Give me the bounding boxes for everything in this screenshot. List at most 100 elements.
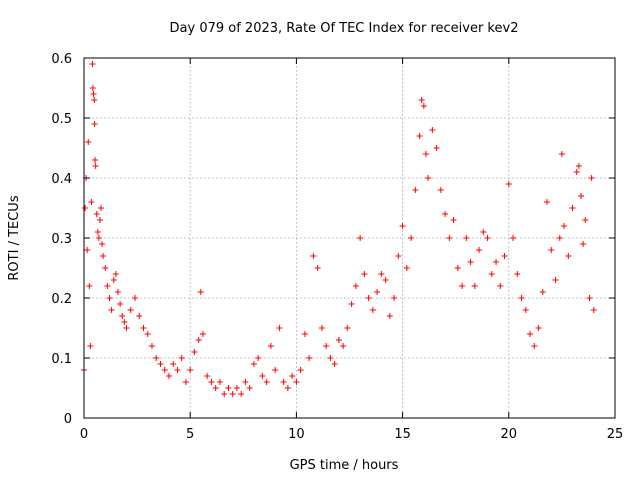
axis-ticks <box>83 57 616 419</box>
data-point <box>578 193 585 199</box>
data-point <box>340 343 347 349</box>
data-point <box>225 385 232 391</box>
data-point <box>92 163 99 169</box>
y-tick-label: 0.2 <box>51 292 72 307</box>
data-point <box>123 325 130 331</box>
y-axis-label: ROTI / TECUs <box>7 195 22 280</box>
data-point <box>437 187 444 193</box>
data-point <box>85 139 92 145</box>
data-point <box>378 271 385 277</box>
data-point <box>514 271 521 277</box>
data-point <box>306 355 313 361</box>
x-tick-label: 10 <box>288 427 305 442</box>
data-point <box>140 325 147 331</box>
data-point <box>327 355 334 361</box>
data-point <box>501 253 508 259</box>
data-point <box>403 265 410 271</box>
x-tick-label: 15 <box>394 427 411 442</box>
data-point <box>119 313 126 319</box>
data-point <box>365 295 372 301</box>
data-point <box>310 253 317 259</box>
data-point <box>527 331 534 337</box>
data-point <box>255 355 262 361</box>
data-point <box>276 325 283 331</box>
data-point <box>86 283 93 289</box>
data-point <box>144 331 151 337</box>
data-point <box>552 277 559 283</box>
data-point <box>82 205 89 211</box>
data-point <box>586 295 593 301</box>
data-point <box>391 295 398 301</box>
data-point <box>454 265 461 271</box>
data-point <box>93 211 100 217</box>
data-point <box>352 283 359 289</box>
data-point <box>238 391 245 397</box>
data-point <box>446 235 453 241</box>
data-point <box>191 349 198 355</box>
data-point <box>374 289 381 295</box>
y-tick-label: 0.6 <box>51 52 72 67</box>
data-point <box>335 337 342 343</box>
data-point <box>121 319 128 325</box>
data-point <box>548 247 555 253</box>
chart-title: Day 079 of 2023, Rate Of TEC Index for r… <box>170 21 519 36</box>
data-point <box>229 391 236 397</box>
x-tick-label: 20 <box>501 427 518 442</box>
data-points <box>81 61 597 397</box>
data-point <box>212 385 219 391</box>
data-point <box>422 151 429 157</box>
grid-lines <box>84 58 615 418</box>
data-point <box>106 295 113 301</box>
data-point <box>582 217 589 223</box>
data-point <box>323 343 330 349</box>
data-point <box>108 307 115 313</box>
data-point <box>91 121 98 127</box>
data-point <box>250 361 257 367</box>
y-tick-label: 0.4 <box>51 172 72 187</box>
data-point <box>272 367 279 373</box>
data-point <box>95 235 102 241</box>
data-point <box>197 289 204 295</box>
data-point <box>97 205 104 211</box>
x-tick-label: 5 <box>186 427 194 442</box>
data-point <box>114 289 121 295</box>
data-point <box>246 385 253 391</box>
x-tick-labels: 0 5 10 15 20 25 <box>80 427 623 442</box>
data-point <box>558 151 565 157</box>
data-point <box>412 187 419 193</box>
data-point <box>195 337 202 343</box>
data-point <box>221 391 228 397</box>
data-point <box>590 307 597 313</box>
data-point <box>573 169 580 175</box>
data-point <box>90 91 97 97</box>
data-point <box>182 379 189 385</box>
data-point <box>418 97 425 103</box>
y-tick-label: 0.5 <box>51 112 72 127</box>
data-point <box>267 343 274 349</box>
data-point <box>100 253 107 259</box>
data-point <box>92 157 99 163</box>
data-point <box>233 385 240 391</box>
data-point <box>433 145 440 151</box>
data-point <box>117 301 124 307</box>
data-point <box>204 373 211 379</box>
data-point <box>136 313 143 319</box>
data-point <box>153 355 160 361</box>
data-point <box>104 283 111 289</box>
y-tick-label: 0.1 <box>51 352 72 367</box>
data-point <box>580 241 587 247</box>
data-point <box>187 367 194 373</box>
data-point <box>531 343 538 349</box>
data-point <box>99 241 106 247</box>
data-point <box>429 127 436 133</box>
data-point <box>459 283 466 289</box>
data-point <box>208 379 215 385</box>
data-point <box>420 103 427 109</box>
data-point <box>361 271 368 277</box>
data-point <box>382 277 389 283</box>
data-point <box>112 271 119 277</box>
data-point <box>480 229 487 235</box>
data-point <box>395 253 402 259</box>
data-point <box>484 235 491 241</box>
data-point <box>94 229 101 235</box>
